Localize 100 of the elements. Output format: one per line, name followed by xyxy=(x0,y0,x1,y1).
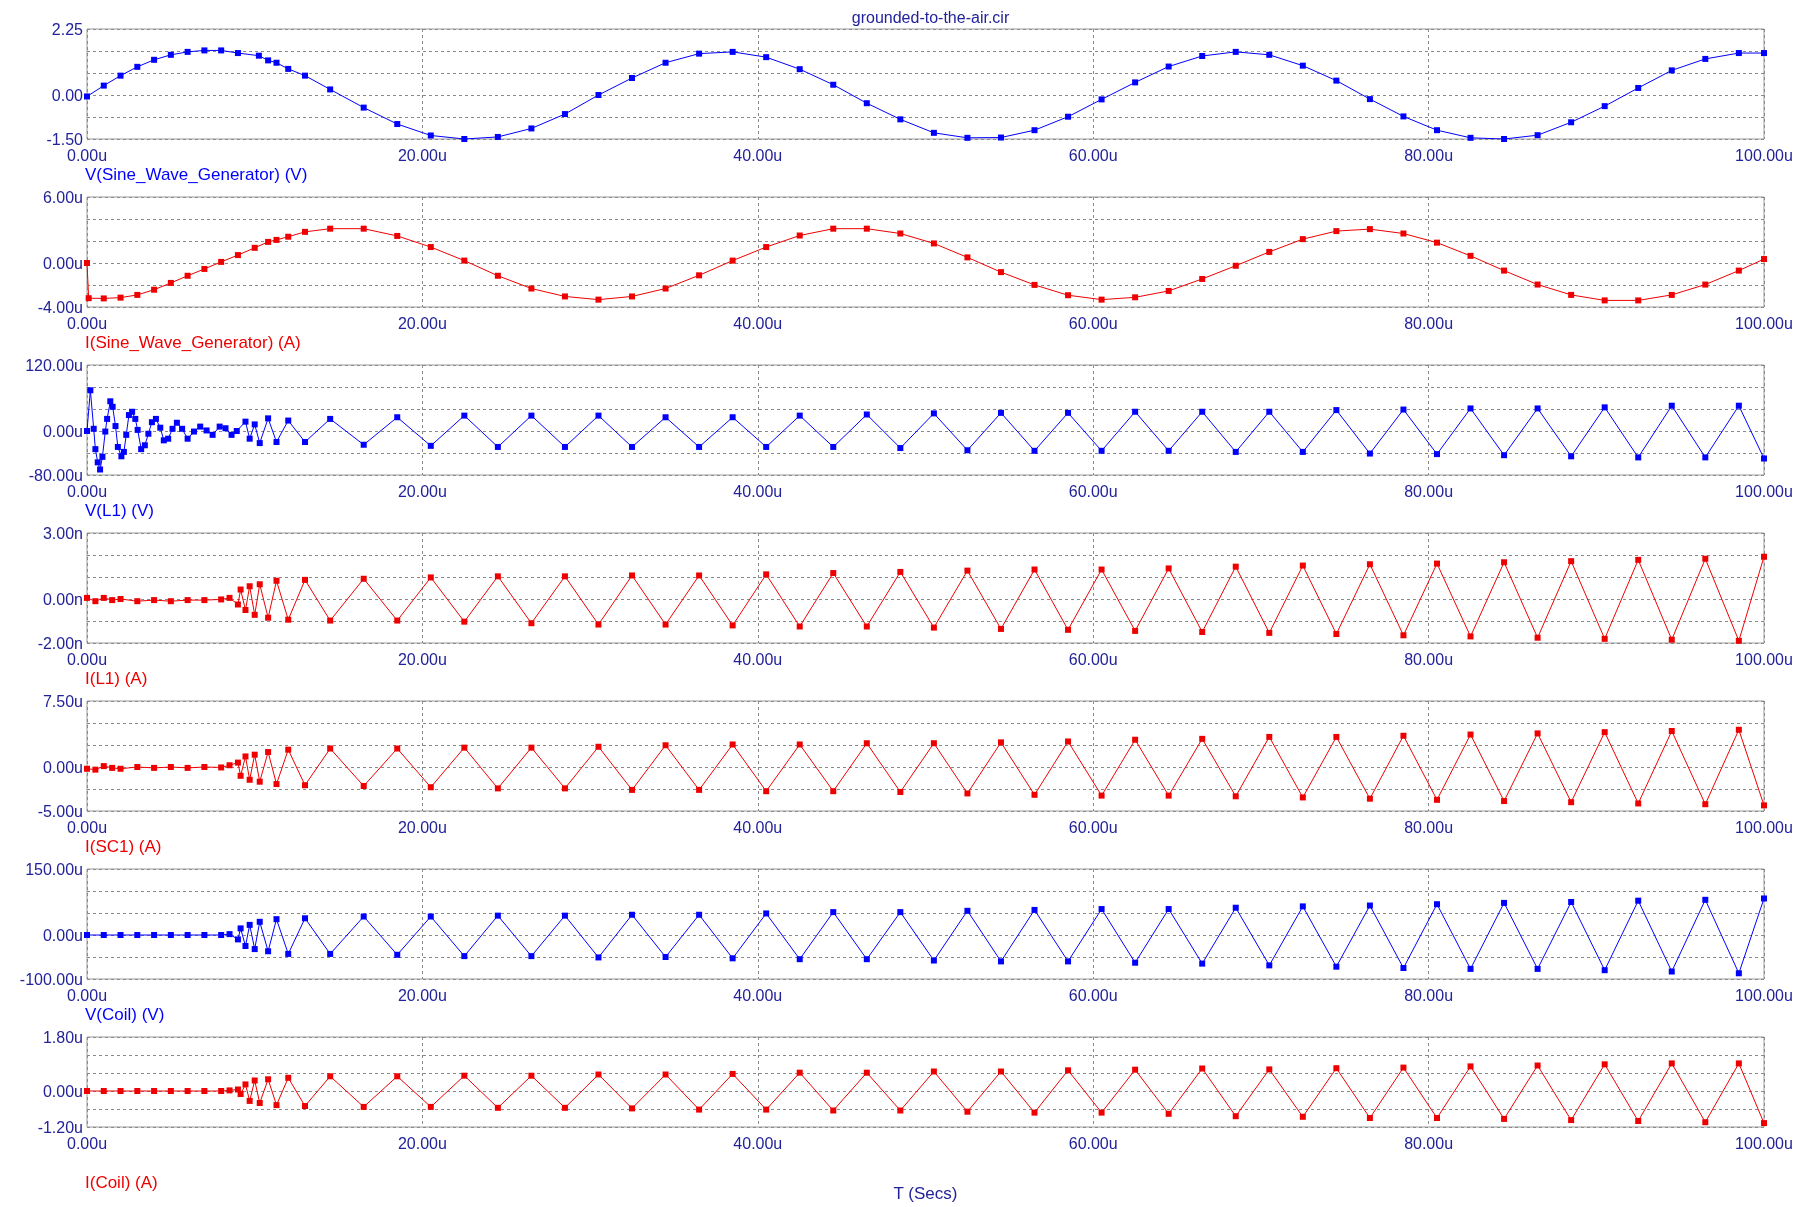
y-tick-label: 0.00u xyxy=(42,254,83,272)
x-tick-label: 40.00u xyxy=(733,146,783,164)
point xyxy=(1165,287,1172,294)
x-axis-title: T (Secs) xyxy=(893,1184,958,1203)
x-tick-label: 20.00u xyxy=(397,818,447,836)
y-tick-label: 0.00u xyxy=(42,926,83,944)
point xyxy=(360,104,367,111)
point xyxy=(897,230,904,237)
point xyxy=(360,225,367,232)
point xyxy=(561,293,568,300)
y-tick-label: -80.00u xyxy=(28,466,83,484)
point xyxy=(1433,239,1440,246)
point xyxy=(830,81,837,88)
x-tick-label: 80.00u xyxy=(1404,1134,1454,1152)
x-tick-label: 80.00u xyxy=(1404,482,1454,500)
point xyxy=(327,225,334,232)
x-tick-label: 0.00u xyxy=(66,314,108,332)
y-tick-label: -5.00u xyxy=(37,802,83,820)
chart-title: grounded-to-the-air.cir xyxy=(851,8,1010,26)
x-tick-label: 100.00u xyxy=(1735,314,1793,332)
x-tick-label: 80.00u xyxy=(1404,818,1454,836)
point xyxy=(201,265,208,272)
point xyxy=(863,225,870,232)
point xyxy=(1165,63,1172,70)
point xyxy=(167,279,174,286)
text: I(Coil) (A) xyxy=(85,1173,158,1192)
point xyxy=(729,48,736,55)
x-tick-label: 40.00u xyxy=(733,314,783,332)
point xyxy=(1366,226,1373,233)
x-tick-label: 20.00u xyxy=(397,146,447,164)
point xyxy=(662,59,669,66)
point xyxy=(134,63,141,70)
point xyxy=(1031,281,1038,288)
point xyxy=(1702,281,1709,288)
point xyxy=(273,236,280,243)
point xyxy=(696,272,703,279)
point xyxy=(528,285,535,292)
point xyxy=(1366,96,1373,103)
point xyxy=(528,125,535,132)
y-tick-label: -4.00u xyxy=(37,298,83,316)
point xyxy=(595,92,602,98)
point xyxy=(1232,262,1239,269)
point xyxy=(218,47,225,54)
point xyxy=(84,260,90,266)
x-tick-label: 0.00u xyxy=(66,986,108,1004)
point xyxy=(100,295,107,302)
point xyxy=(930,129,937,136)
y-tick-label: -1.50 xyxy=(46,130,84,148)
point xyxy=(1098,96,1105,103)
y-tick-label: 0.00u xyxy=(42,1082,83,1100)
point xyxy=(265,57,272,64)
point xyxy=(302,72,309,79)
x-tick-label: 20.00u xyxy=(397,650,447,668)
y-tick-label: 0.00 xyxy=(51,86,84,104)
y-tick-label: 0.00u xyxy=(42,422,83,440)
x-tick-label: 60.00u xyxy=(1068,1134,1118,1152)
point xyxy=(1467,134,1474,141)
x-tick-label: 0.00u xyxy=(66,482,108,500)
point xyxy=(218,258,225,265)
point xyxy=(729,257,736,264)
y-tick-label: 150.00u xyxy=(25,860,83,878)
x-tick-label: 60.00u xyxy=(1068,818,1118,836)
point xyxy=(1031,127,1038,134)
point xyxy=(964,254,971,261)
x-tick-label: 60.00u xyxy=(1068,986,1118,1004)
point xyxy=(265,238,272,245)
y-tick-label: 6.00u xyxy=(42,188,83,206)
point xyxy=(1761,50,1767,57)
point xyxy=(1199,275,1206,282)
y-tick-label: 3.00n xyxy=(42,524,83,542)
x-tick-label: 100.00u xyxy=(1735,482,1793,500)
y-tick-label: 0.00n xyxy=(42,590,83,608)
y-tick-label: 2.25 xyxy=(51,20,84,38)
point xyxy=(1299,62,1306,69)
point xyxy=(629,74,636,81)
point xyxy=(234,50,241,57)
x-tick-label: 60.00u xyxy=(1068,482,1118,500)
point xyxy=(494,272,501,279)
point xyxy=(1601,297,1608,304)
text: V(Coil) (V) xyxy=(85,1005,165,1024)
series-label: V(L1) (V) xyxy=(85,501,154,520)
point xyxy=(1232,48,1239,55)
point xyxy=(763,54,770,61)
point xyxy=(134,291,141,298)
x-tick-label: 20.00u xyxy=(397,1134,447,1152)
point xyxy=(273,59,280,66)
x-tick-label: 100.00u xyxy=(1735,650,1793,668)
point xyxy=(394,232,401,239)
point xyxy=(1065,113,1072,120)
point xyxy=(84,93,90,100)
point xyxy=(897,116,904,123)
point xyxy=(997,134,1004,141)
point xyxy=(1534,281,1541,288)
point xyxy=(1761,256,1767,263)
point xyxy=(461,136,468,142)
x-tick-label: 100.00u xyxy=(1735,818,1793,836)
series-label: I(Sine_Wave_Generator) (A) xyxy=(85,333,301,352)
y-tick-label: -1.20u xyxy=(37,1118,83,1136)
x-tick-label: 0.00u xyxy=(66,818,108,836)
point xyxy=(1635,297,1642,304)
